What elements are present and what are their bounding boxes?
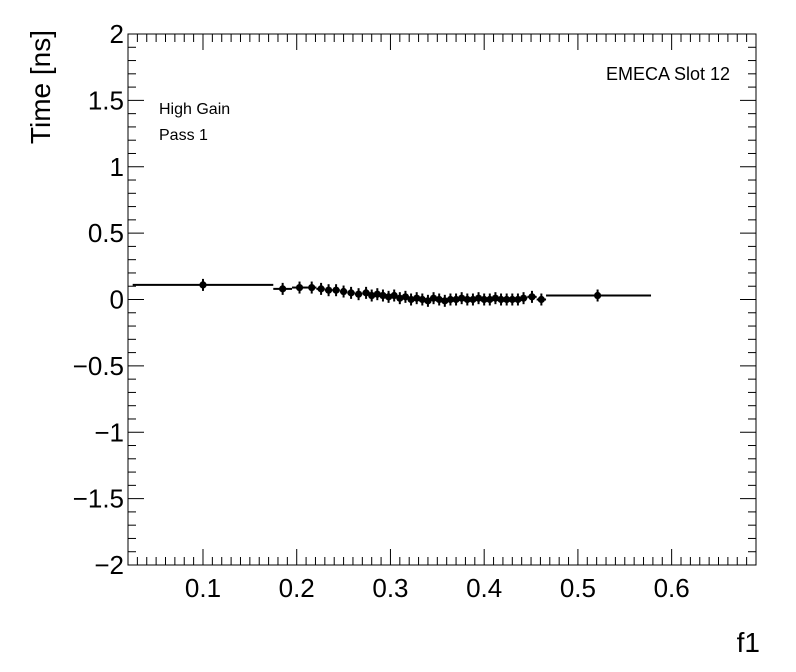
gain-annotation: High Gain xyxy=(159,101,230,118)
data-point xyxy=(480,295,488,304)
y-axis-title: Time [ns] xyxy=(25,30,56,144)
data-point xyxy=(508,295,516,304)
data-point xyxy=(503,295,511,304)
data-point xyxy=(362,289,370,297)
x-tick-label: 0.5 xyxy=(560,573,596,603)
data-point xyxy=(413,294,421,302)
data-point xyxy=(279,285,287,293)
data-point xyxy=(339,287,348,296)
data-point xyxy=(379,291,387,300)
data-point xyxy=(593,291,602,300)
data-point xyxy=(491,294,500,302)
data-point xyxy=(354,290,363,298)
slot-annotation: EMECA Slot 12 xyxy=(606,64,730,84)
y-tick-label: 0 xyxy=(110,285,124,315)
x-axis-title: f1 xyxy=(737,627,760,658)
data-point xyxy=(295,283,304,292)
data-point xyxy=(396,294,404,302)
data-layer xyxy=(132,278,652,307)
data-point xyxy=(390,291,398,300)
y-tick-label: −1.5 xyxy=(73,484,124,514)
data-point xyxy=(424,297,432,305)
data-point xyxy=(317,285,325,293)
data-point xyxy=(519,294,528,302)
x-tick-label: 0.3 xyxy=(372,573,408,603)
data-point xyxy=(401,293,410,301)
data-point xyxy=(418,295,426,304)
pass-annotation: Pass 1 xyxy=(159,127,208,144)
x-tick-label: 0.1 xyxy=(185,573,221,603)
data-point xyxy=(324,286,333,294)
data-point xyxy=(463,295,471,304)
labels-layer: −2 −1.5 −1 −0.5 0 0.5 1 1.5 2 0.1 0.2 0.3 0.4 0.5 0.6 xyxy=(73,19,690,603)
data-point xyxy=(407,295,415,304)
x-tick-label: 0.4 xyxy=(466,573,502,603)
y-tick-label: −2 xyxy=(94,550,124,580)
data-point xyxy=(441,297,449,305)
data-point xyxy=(514,295,522,304)
plot-frame xyxy=(127,33,757,566)
data-point xyxy=(497,295,505,304)
data-point xyxy=(429,294,438,302)
x-tick-label: 0.6 xyxy=(654,573,690,603)
x-tick-label: 0.2 xyxy=(279,573,315,603)
data-point xyxy=(528,293,536,301)
data-point xyxy=(347,289,355,297)
data-point xyxy=(199,281,207,289)
y-tick-label: −1 xyxy=(94,417,124,447)
data-point xyxy=(308,283,316,292)
data-point xyxy=(332,286,340,294)
data-point xyxy=(373,290,381,298)
y-tick-label: −0.5 xyxy=(73,351,124,381)
data-point xyxy=(469,295,477,304)
data-point xyxy=(458,294,466,302)
data-point xyxy=(486,295,494,304)
y-tick-label: 2 xyxy=(110,19,124,49)
data-point xyxy=(452,295,460,304)
data-point xyxy=(537,295,545,304)
data-point xyxy=(446,295,455,304)
y-tick-label: 1 xyxy=(110,152,124,182)
data-point xyxy=(368,291,376,300)
y-tick-label: 1.5 xyxy=(88,85,124,115)
data-point xyxy=(384,293,393,301)
data-point xyxy=(435,295,443,304)
ticks-layer xyxy=(127,33,757,566)
y-tick-label: 0.5 xyxy=(88,218,124,248)
data-point xyxy=(474,294,483,302)
